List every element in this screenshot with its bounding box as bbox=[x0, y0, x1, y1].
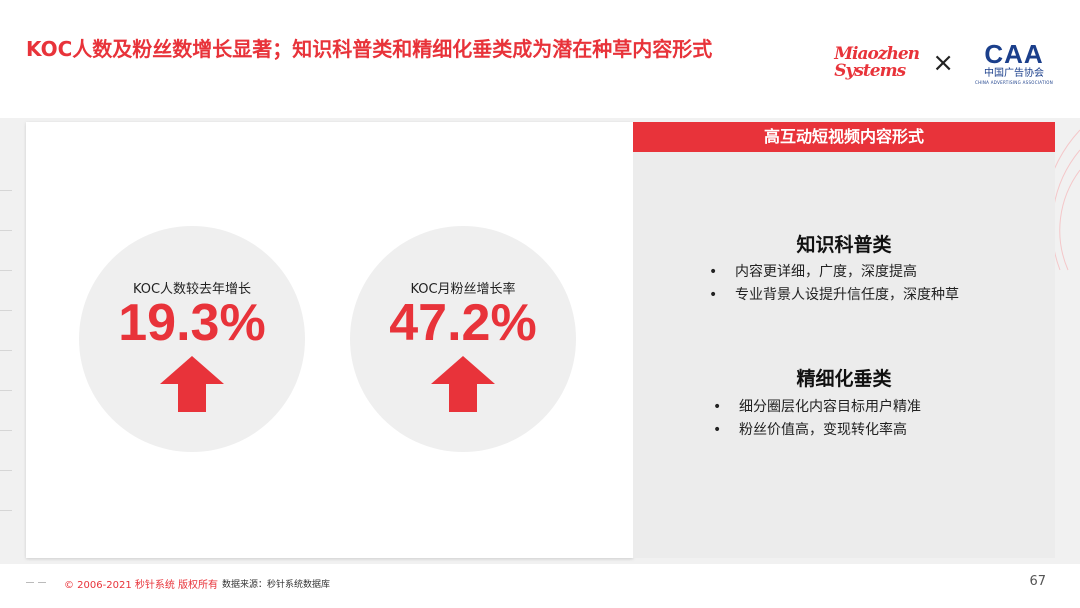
list-item: 内容更详细，广度，深度提高 bbox=[709, 261, 959, 284]
bullet-list-vertical: 细分圈层化内容目标用户精准 粉丝价值高，变现转化率高 bbox=[713, 396, 921, 442]
caa-logo-mark: CAA bbox=[984, 39, 1044, 69]
footer-copyright: © 2006-2021 秒针系统 版权所有 bbox=[64, 580, 219, 591]
caa-logo: CAA 中国广告协会 CHINA ADVERTISING ASSOCIATION bbox=[974, 40, 1054, 86]
list-item: 细分圈层化内容目标用户精准 bbox=[713, 396, 921, 419]
stat-label: KOC人数较去年增长 bbox=[132, 282, 252, 297]
caa-logo-cn: 中国广告协会 bbox=[984, 68, 1044, 79]
stat-circle-fan-growth: KOC月粉丝增长率 47.2% bbox=[350, 226, 576, 452]
stat-value: 19.3% bbox=[118, 294, 266, 352]
panel-header: 高互动短视频内容形式 bbox=[633, 122, 1055, 152]
stat-circle-koc-count: KOC人数较去年增长 19.3% bbox=[79, 226, 305, 452]
footer-source: 数据来源：秒针系统数据库 bbox=[222, 580, 331, 590]
footer-decoration bbox=[26, 578, 56, 588]
logo-separator: × bbox=[932, 48, 954, 78]
bullet-list-science: 内容更详细，广度，深度提高 专业背景人设提升信任度，深度种草 bbox=[709, 261, 959, 307]
band-decoration-left bbox=[0, 150, 16, 600]
stats-panel: KOC人数较去年增长 19.3% KOC月粉丝增长率 47.2% bbox=[26, 122, 633, 558]
miaozhen-logo-line1: Miaozhen bbox=[834, 44, 920, 64]
slide-title: KOC人数及粉丝数增长显著；知识科普类和精细化垂类成为潜在种草内容形式 bbox=[26, 37, 713, 61]
up-arrow-icon bbox=[160, 356, 224, 412]
miaozhen-logo: Miaozhen Systems bbox=[834, 44, 920, 81]
list-item: 粉丝价值高，变现转化率高 bbox=[713, 419, 921, 442]
logo-group: Miaozhen Systems × CAA 中国广告协会 CHINA ADVE… bbox=[834, 36, 1054, 90]
stat-value: 47.2% bbox=[389, 294, 537, 352]
stat-label: KOC月粉丝增长率 bbox=[410, 282, 516, 297]
section-title-vertical: 精细化垂类 bbox=[796, 368, 892, 390]
up-arrow-icon bbox=[431, 356, 495, 412]
miaozhen-logo-line2: Systems bbox=[834, 61, 906, 81]
section-title-science: 知识科普类 bbox=[796, 234, 892, 256]
page-number: 67 bbox=[1029, 574, 1046, 589]
list-item: 专业背景人设提升信任度，深度种草 bbox=[709, 284, 959, 307]
content-format-panel: 高互动短视频内容形式 知识科普类 内容更详细，广度，深度提高 专业背景人设提升信… bbox=[633, 122, 1055, 558]
caa-logo-en: CHINA ADVERTISING ASSOCIATION bbox=[974, 80, 1053, 85]
